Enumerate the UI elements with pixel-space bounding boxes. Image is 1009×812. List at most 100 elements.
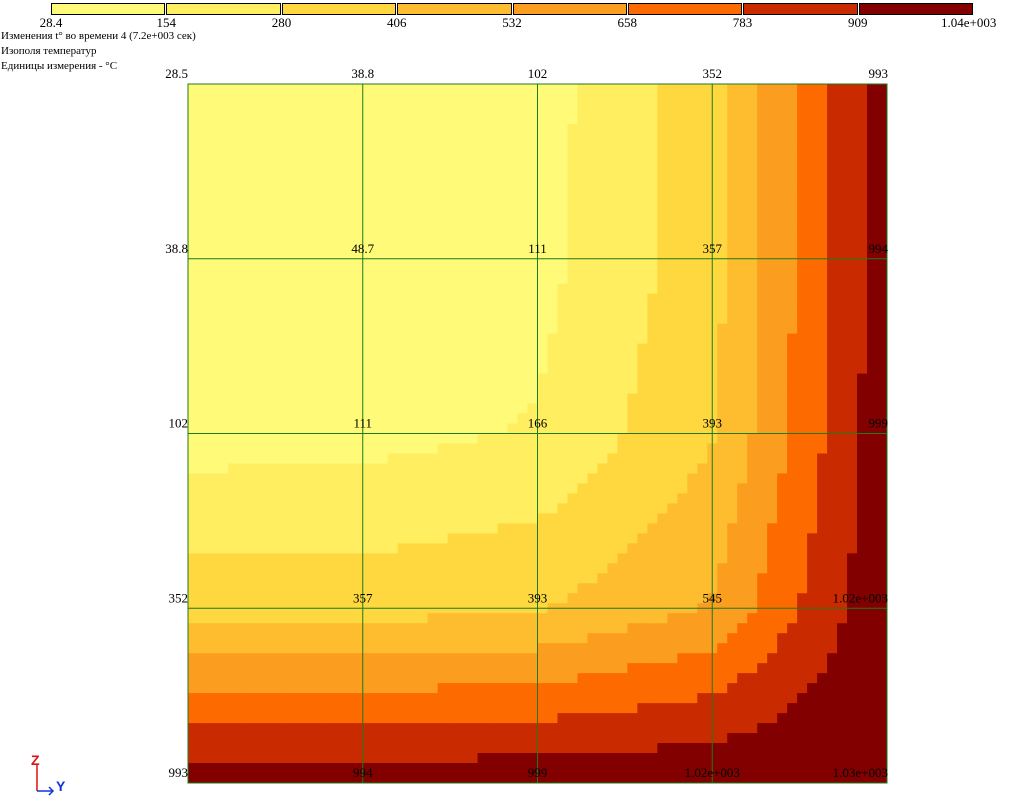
heatmap-cell — [267, 93, 279, 105]
heatmap-cell — [507, 103, 519, 115]
heatmap-cell — [197, 473, 209, 485]
heatmap-cell — [497, 123, 509, 135]
heatmap-cell — [347, 593, 359, 604]
heatmap-cell — [737, 543, 748, 554]
heatmap-cell — [277, 383, 289, 395]
heatmap-cell — [188, 443, 199, 455]
heatmap-cell — [807, 203, 818, 215]
heatmap-cell — [667, 683, 678, 694]
heatmap-cell — [327, 423, 339, 435]
heatmap-cell — [787, 293, 798, 305]
heatmap-cell — [687, 103, 698, 115]
heatmap-cell — [257, 293, 269, 305]
heatmap-cell — [327, 433, 339, 445]
heatmap-cell — [447, 413, 459, 425]
heatmap-cell — [807, 493, 818, 504]
heatmap-cell — [297, 623, 309, 634]
heatmap-cell — [197, 703, 209, 714]
heatmap-cell — [507, 403, 519, 415]
heatmap-cell — [437, 453, 449, 465]
heatmap-cell — [717, 163, 728, 175]
heatmap-cell — [807, 333, 818, 345]
heatmap-cell — [747, 713, 758, 724]
heatmap-cell — [687, 383, 698, 395]
node-value-label: 1.03e+003 — [833, 765, 888, 780]
heatmap-cell — [677, 293, 688, 305]
heatmap-cell — [407, 713, 419, 724]
heatmap-cell — [717, 673, 728, 684]
heatmap-cell — [727, 663, 738, 674]
heatmap-cell — [877, 653, 887, 664]
heatmap-cell — [827, 453, 838, 465]
heatmap-cell — [477, 543, 489, 554]
heatmap-cell — [377, 413, 389, 425]
heatmap-cell — [607, 223, 618, 235]
heatmap-cell — [237, 323, 249, 335]
heatmap-cell — [807, 573, 818, 584]
heatmap-cell — [188, 153, 199, 165]
heatmap-cell — [317, 343, 329, 355]
heatmap-cell — [207, 183, 219, 195]
heatmap-cell — [547, 473, 559, 485]
heatmap-cell — [287, 213, 299, 225]
heatmap-cell — [697, 643, 708, 654]
heatmap-cell — [497, 323, 509, 335]
heatmap-cell — [647, 213, 658, 225]
heatmap-cell — [417, 623, 429, 634]
heatmap-cell — [647, 373, 658, 385]
heatmap-cell — [407, 303, 419, 315]
heatmap-cell — [607, 753, 618, 764]
heatmap-cell — [877, 553, 887, 564]
heatmap-cell — [597, 203, 608, 215]
heatmap-cell — [237, 533, 249, 544]
heatmap-cell — [477, 693, 489, 704]
heatmap-cell — [297, 193, 309, 205]
heatmap-cell — [717, 543, 728, 554]
heatmap-cell — [847, 363, 858, 375]
heatmap-cell — [287, 513, 299, 524]
heatmap-cell — [637, 443, 648, 455]
heatmap-cell — [367, 233, 379, 245]
heatmap-cell — [277, 513, 289, 524]
heatmap-cell — [577, 473, 589, 485]
heatmap-cell — [307, 713, 319, 724]
heatmap-cell — [207, 753, 219, 764]
heatmap-cell — [727, 423, 738, 435]
heatmap-cell — [467, 643, 479, 654]
heatmap-cell — [847, 573, 858, 584]
heatmap-cell — [667, 333, 678, 345]
heatmap-cell — [697, 753, 708, 764]
heatmap-cell — [387, 753, 399, 764]
legend-swatch — [51, 3, 166, 15]
heatmap-cell — [217, 373, 229, 385]
heatmap-cell — [437, 533, 449, 544]
heatmap-cell — [757, 463, 768, 475]
heatmap-cell — [617, 383, 628, 395]
heatmap-cell — [367, 203, 379, 215]
heatmap-cell — [188, 533, 199, 544]
heatmap-cell — [747, 753, 758, 764]
heatmap-cell — [837, 573, 848, 584]
heatmap-cell — [757, 243, 768, 255]
heatmap-cell — [227, 353, 239, 365]
heatmap-cell — [607, 483, 618, 495]
heatmap-cell — [717, 523, 728, 534]
heatmap-cell — [577, 693, 589, 704]
heatmap-cell — [477, 103, 489, 115]
heatmap-cell — [287, 283, 299, 295]
heatmap-cell — [317, 743, 329, 754]
heatmap-cell — [487, 663, 499, 674]
heatmap-cell — [337, 693, 349, 704]
heatmap-cell — [787, 183, 798, 195]
heatmap-cell — [677, 773, 688, 783]
heatmap-cell — [427, 353, 439, 365]
heatmap-cell — [227, 133, 239, 145]
heatmap-cell — [427, 343, 439, 355]
heatmap-cell — [657, 663, 668, 674]
heatmap-cell — [467, 273, 479, 285]
heatmap-cell — [587, 403, 599, 415]
heatmap-cell — [557, 173, 569, 185]
heatmap-cell — [457, 103, 469, 115]
heatmap-cell — [877, 643, 887, 654]
heatmap-cell — [327, 283, 339, 295]
